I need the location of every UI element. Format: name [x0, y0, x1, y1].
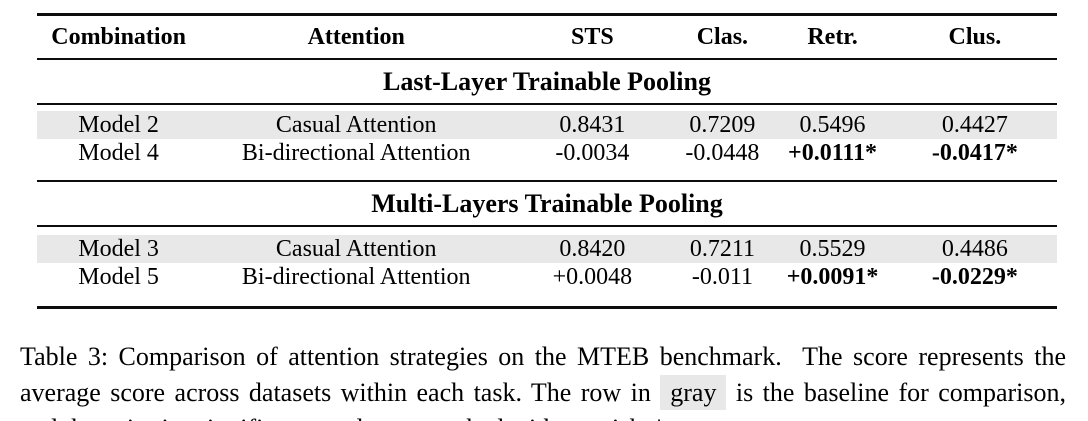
- gray-highlight: gray: [660, 375, 727, 410]
- cell-retr: 0.5529: [799, 235, 866, 262]
- cell-sts: +0.0048: [552, 263, 633, 290]
- cell-clas: -0.011: [691, 263, 753, 290]
- bottom-rule: [37, 306, 1057, 309]
- column-header-clas: Clas.: [696, 23, 749, 50]
- column-header-combination: Combination: [51, 23, 186, 50]
- section-2-top-rule: [37, 225, 1057, 227]
- column-header-attention: Attention: [307, 23, 405, 50]
- paper-table-figure: Combination Attention STS Clas. Retr. Cl…: [0, 13, 1088, 421]
- cell-clus-significant: -0.0417*: [931, 139, 1018, 166]
- cell-clus-significant: -0.0229*: [931, 263, 1018, 290]
- cell-combination: Model 5: [78, 263, 159, 290]
- header-divider-rule: [37, 58, 1057, 60]
- header-row: Combination Attention STS Clas. Retr. Cl…: [37, 16, 1057, 58]
- cell-clas: 0.7211: [689, 235, 755, 262]
- cell-clas: -0.0448: [685, 139, 760, 166]
- cell-combination: Model 3: [78, 235, 159, 262]
- cell-attention: Casual Attention: [275, 235, 437, 262]
- caption-text-after: is the baseline for comparison, and the …: [20, 378, 1066, 421]
- top-rule: [37, 13, 1057, 16]
- table-row-model-3: Model 3 Casual Attention 0.8420 0.7211 0…: [37, 235, 1057, 263]
- column-header-retr: Retr.: [807, 23, 858, 50]
- cell-retr: 0.5496: [799, 111, 866, 138]
- cell-sts: 0.8431: [559, 111, 626, 138]
- cell-retr-significant: +0.0091*: [786, 263, 879, 290]
- cell-attention: Bi-directional Attention: [241, 263, 471, 290]
- table-caption: Table 3: Comparison of attention strateg…: [20, 339, 1066, 421]
- cell-sts: -0.0034: [555, 139, 630, 166]
- cell-combination: Model 2: [78, 111, 159, 138]
- cell-combination: Model 4: [78, 139, 159, 166]
- section-title-multi-layers: Multi-Layers Trainable Pooling: [371, 188, 723, 218]
- cell-clus: 0.4486: [941, 235, 1008, 262]
- cell-clus: 0.4427: [941, 111, 1008, 138]
- cell-sts: 0.8420: [559, 235, 626, 262]
- cell-attention: Casual Attention: [275, 111, 437, 138]
- column-header-sts: STS: [571, 23, 614, 50]
- section-2-rows: Model 3 Casual Attention 0.8420 0.7211 0…: [37, 227, 1057, 306]
- table-row-model-4: Model 4 Bi-directional Attention -0.0034…: [37, 139, 1057, 167]
- results-table: Combination Attention STS Clas. Retr. Cl…: [37, 13, 1057, 309]
- table-row-model-5: Model 5 Bi-directional Attention +0.0048…: [37, 263, 1057, 291]
- section-1-top-rule: [37, 103, 1057, 105]
- column-header-clus: Clus.: [948, 23, 1002, 50]
- section-1-rows: Model 2 Casual Attention 0.8431 0.7209 0…: [37, 105, 1057, 180]
- section-divider-rule: [37, 180, 1057, 182]
- cell-clas: 0.7209: [689, 111, 756, 138]
- section-title-last-layer: Last-Layer Trainable Pooling: [383, 66, 711, 96]
- cell-attention: Bi-directional Attention: [241, 139, 471, 166]
- cell-retr-significant: +0.0111*: [788, 139, 878, 166]
- table-row-model-2: Model 2 Casual Attention 0.8431 0.7209 0…: [37, 111, 1057, 139]
- caption-text-before: Table 3: Comparison of attention strateg…: [20, 342, 1066, 407]
